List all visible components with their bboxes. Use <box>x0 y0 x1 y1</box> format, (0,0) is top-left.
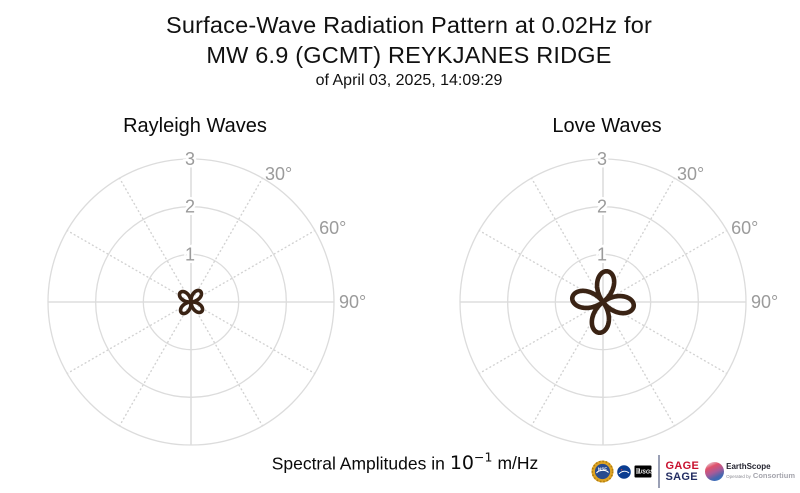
love-plot-title: Love Waves <box>552 115 662 137</box>
polar-grid-spoke <box>609 229 728 299</box>
radiation-pattern-curve <box>177 288 205 316</box>
figure-title-line2: MW 6.9 (GCMT) REYKJANES RIDGE <box>206 42 612 68</box>
love-polar-plot: 1 2 3 30° 60° 90° <box>459 147 778 446</box>
radial-tick-label: 1 <box>185 244 195 264</box>
polar-grid-spoke <box>197 305 316 375</box>
polar-grid-spoke <box>194 308 264 427</box>
caption-amplitude-unit: 10−1 <box>449 450 493 475</box>
nsf-seal-text: NSF <box>597 467 606 472</box>
logo-divider <box>657 455 660 488</box>
usgs-logo: USGS <box>634 465 652 478</box>
caption: Spectral Amplitudes in 10−1 m/Hz <box>0 450 800 474</box>
amplitude-exponent: −1 <box>474 450 493 465</box>
nsf-seal-globe <box>594 463 610 480</box>
earthscope-globe-icon <box>705 462 725 481</box>
radial-tick-label: 3 <box>597 149 607 169</box>
polar-grid-spoke <box>530 308 600 427</box>
rayleigh-plot-title: Rayleigh Waves <box>123 115 267 137</box>
amplitude-base: 10 <box>449 452 475 475</box>
radiation-pattern-curve <box>569 268 637 336</box>
earthscope-logo: EarthScope Operated by Consortium <box>705 462 795 481</box>
rayleigh-polar-plot: 1 2 3 30° 60° 90° <box>47 147 366 446</box>
angle-tick-label: 90° <box>339 292 366 312</box>
polar-grid-spoke <box>194 177 264 296</box>
caption-unit-suffix: m/Hz <box>497 453 539 474</box>
polar-grid-ring <box>554 253 652 351</box>
polar-grid-spoke <box>118 177 188 296</box>
consortium-text: Consortium <box>752 470 795 480</box>
radial-tick-label: 3 <box>185 149 195 169</box>
polar-grid-ring <box>142 253 240 351</box>
polar-grid-ring <box>95 206 287 398</box>
polar-grid-spoke <box>606 308 676 427</box>
radial-tick-label: 2 <box>185 197 195 217</box>
usgs-text: USGS <box>638 470 652 476</box>
polar-grid-spoke <box>609 305 728 375</box>
polar-grid-spoke <box>66 305 185 375</box>
polar-grid-spoke <box>606 177 676 296</box>
nsf-logo: NSF <box>591 460 614 483</box>
angle-tick-label: 90° <box>751 292 778 312</box>
polar-grid-ring <box>459 158 747 446</box>
nasa-vector <box>620 468 622 470</box>
figure-title-line1: Surface-Wave Radiation Pattern at 0.02Hz… <box>166 12 652 38</box>
polar-grid-spoke <box>530 177 600 296</box>
nsf-seal-stars <box>591 460 614 483</box>
gage-sage-logo: GAGE SAGE <box>665 459 700 483</box>
logo-strip: NSF USGS GAGE SAGE EarthScope Operated b… <box>591 453 795 490</box>
usgs-bars-icon <box>635 468 640 474</box>
angle-tick-label: 30° <box>677 164 704 184</box>
angle-tick-label: 30° <box>265 164 292 184</box>
polar-grid-spoke <box>478 305 597 375</box>
nasa-swoosh <box>618 470 629 474</box>
polar-grid-ring <box>47 158 335 446</box>
gage-wordmark: GAGE <box>665 459 700 472</box>
angle-tick-label: 60° <box>319 218 346 238</box>
caption-text: Spectral Amplitudes in <box>271 453 445 474</box>
radiation-pattern-plots: 1 2 3 30° 60° 90° 1 2 3 30° 60° 90° <box>47 147 778 446</box>
radial-tick-label: 2 <box>597 197 607 217</box>
nasa-logo <box>616 464 631 479</box>
nsf-seal-swoosh <box>595 469 609 474</box>
polar-grid-spoke <box>66 229 185 299</box>
polar-grid-spoke <box>197 229 316 299</box>
usgs-box <box>634 465 652 478</box>
angle-tick-label: 60° <box>731 218 758 238</box>
polar-grid-spoke <box>478 229 597 299</box>
radial-tick-label: 1 <box>597 244 607 264</box>
nasa-circle <box>616 464 631 479</box>
figure-subtitle: of April 03, 2025, 14:09:29 <box>315 72 503 89</box>
sage-wordmark: SAGE <box>665 470 698 483</box>
polar-grid-spoke <box>118 308 188 427</box>
polar-grid-ring <box>507 206 699 398</box>
earthscope-wordmark: EarthScope <box>726 461 771 471</box>
operated-by-text: Operated by <box>726 473 751 479</box>
figure-title-block: Surface-Wave Radiation Pattern at 0.02Hz… <box>0 10 800 92</box>
